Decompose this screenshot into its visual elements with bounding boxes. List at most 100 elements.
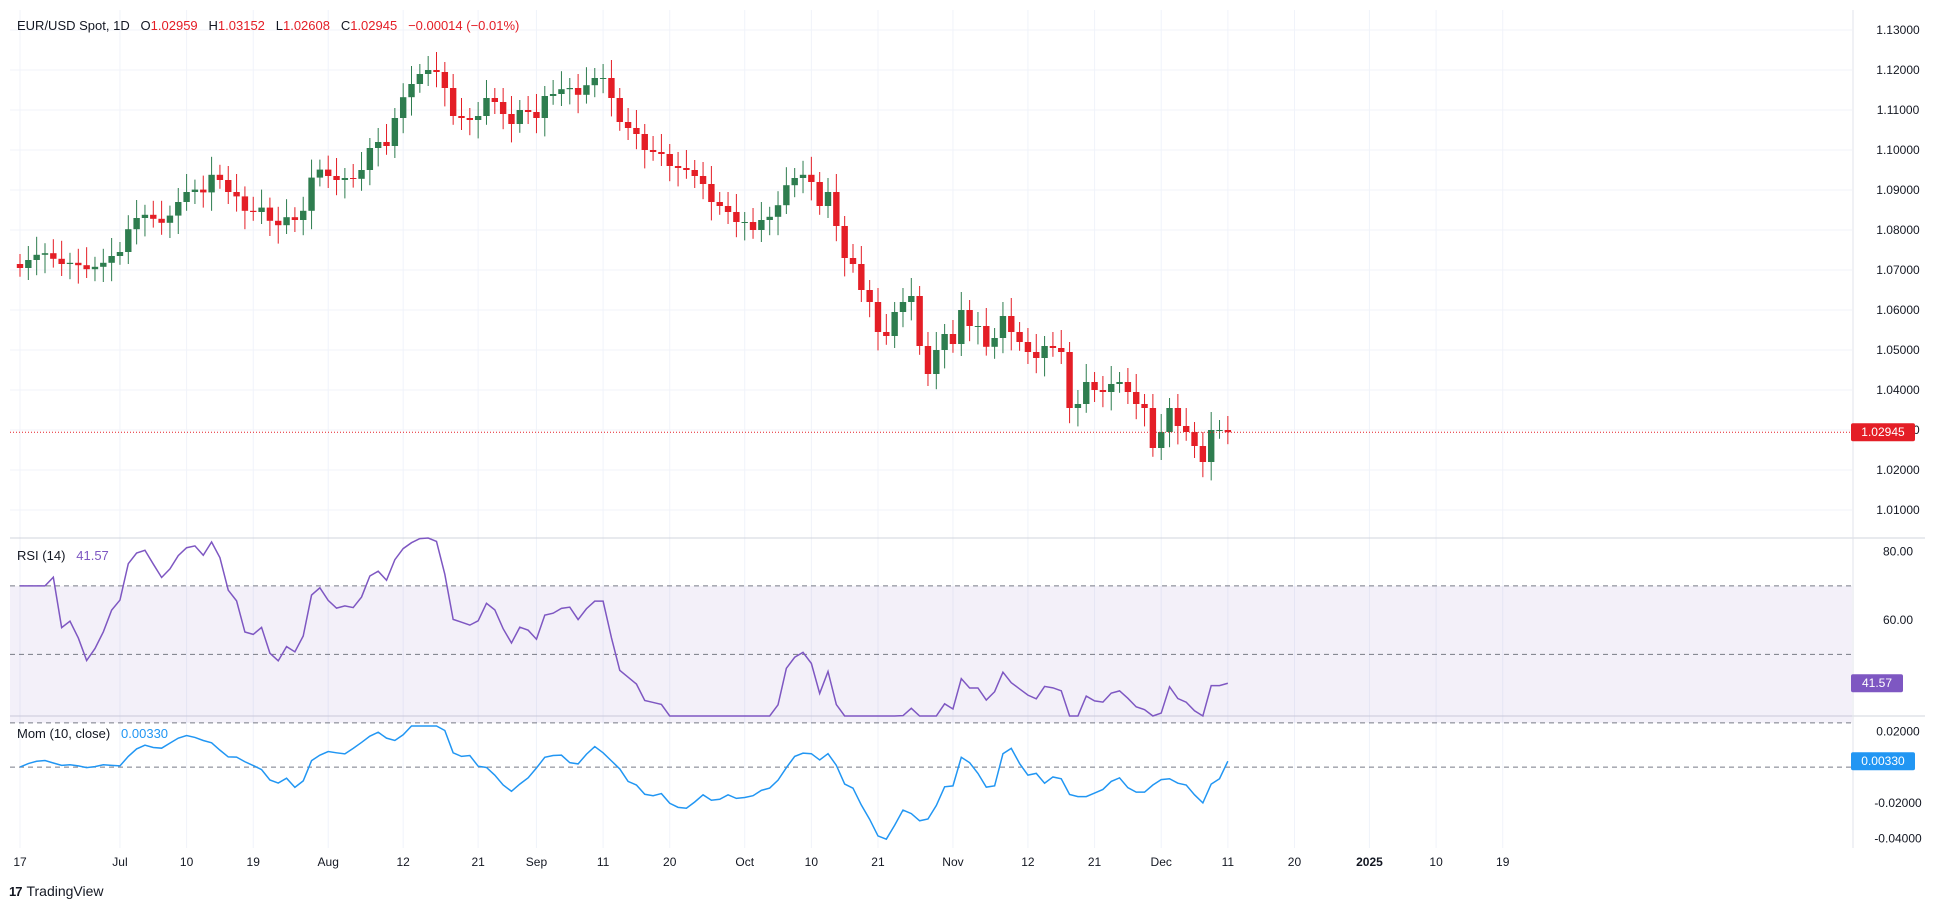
candle-body [858,264,865,290]
candle-body [874,302,882,332]
candle-body [350,178,357,179]
rsi-tick-label: 60.00 [1883,613,1913,627]
candle-body [1049,346,1057,348]
candle-body [524,110,532,112]
candle-body [808,174,815,182]
time-tick-label: Aug [318,855,339,869]
time-tick-label: 21 [871,855,885,869]
low-value: 1.02608 [282,18,330,33]
candle-body [208,174,215,193]
time-axis[interactable]: 17 Jul 10 19 Aug 12 21 Sep 11 20 Oct 10 21 Nov 12 21 Dec… [13,855,1509,869]
candle-body [183,192,190,202]
candle-body [1183,426,1190,432]
momentum-last-badge [1851,752,1915,771]
time-tick-label: Sep [526,855,548,869]
candle-body [1066,352,1073,408]
candle-body [508,114,515,124]
momentum-tick-label: -0.04000 [1874,832,1922,846]
candle-body [1224,430,1232,433]
tradingview-brand[interactable]: 17 TradingView [9,883,104,899]
candle-body [833,192,840,226]
candle-body [1041,346,1048,358]
candle-body [816,182,823,206]
candle-body [283,217,290,226]
candle-body [258,207,265,212]
candle-body [225,180,232,192]
candle-body [399,97,407,118]
price-tick-label: 1.11000 [1877,103,1920,117]
candle-body [649,150,657,152]
time-tick-label: Dec [1151,855,1172,869]
candle-body [749,222,757,230]
momentum-label[interactable]: Mom (10, close) [17,726,111,741]
candle-body [716,202,723,206]
change-value: −0.00014 (−0.01%) [408,18,520,33]
time-tick-label: 10 [180,855,194,869]
symbol-label[interactable]: EUR/USD Spot, 1D [17,18,130,33]
candle-body [1133,392,1140,404]
price-tick-label: 1.12000 [1876,63,1920,77]
candle-body [1207,430,1215,462]
candlestick-series[interactable] [10,52,1852,481]
candle-body [449,88,457,116]
open-label: O [140,18,151,33]
rsi-label[interactable]: RSI (14) [17,548,66,563]
price-axis[interactable]: 1.13000 1.12000 1.11000 1.10000 1.09000 1.080… [1851,23,1922,846]
candle-body [549,94,557,96]
candle-body [200,189,207,193]
price-tick-label: 1.06000 [1876,303,1920,317]
candle-body [958,310,965,344]
candle-body [241,196,249,211]
time-tick-label: Nov [942,855,963,869]
candle-body [774,205,782,217]
candle-body [75,262,82,266]
momentum-tick-label: -0.02000 [1874,796,1922,810]
momentum-last-label: 0.00330 [1861,754,1905,768]
high-label: H [208,18,218,33]
candle-body [983,326,990,347]
candle-body [1174,408,1182,426]
candle-body [599,78,607,79]
candle-body [458,116,465,118]
candle-body [466,118,474,120]
candle-body [474,116,482,120]
candle-body [974,326,982,327]
candle-body [491,98,499,102]
candle-body [391,118,399,146]
time-tick-label: 19 [1496,855,1510,869]
candle-body [616,98,623,122]
price-tick-label: 1.05000 [1876,343,1920,357]
candle-body [341,178,349,180]
candle-body [783,185,790,206]
candle-body [1099,390,1107,392]
candle-body [1008,316,1015,332]
low-label: L [275,18,283,33]
candle-body [949,334,957,344]
candle-body [16,264,24,268]
candle-body [91,266,99,270]
tradingview-logo-icon: 17 [9,883,23,899]
rsi-pane [10,537,1852,724]
candle-body [416,74,424,84]
candle-body [374,142,382,148]
candle-body [216,174,224,180]
candle-body [699,176,707,184]
candle-body [558,89,565,94]
candle-body [483,98,490,116]
candle-body [666,154,673,166]
candle-body [733,212,740,222]
candle-body [674,166,682,168]
candle-body [566,88,573,90]
high-value: 1.03152 [217,18,265,33]
candle-body [191,189,199,192]
candle-body [849,258,857,264]
rsi-legend: RSI (14) 41.57 [17,548,109,563]
time-tick-label: 21 [471,855,485,869]
candle-body [1083,382,1090,404]
candle-body [233,192,240,197]
candle-body [1024,342,1032,352]
candle-body [316,169,324,178]
price-tick-label: 1.10000 [1876,143,1920,157]
candle-body [1199,446,1207,462]
